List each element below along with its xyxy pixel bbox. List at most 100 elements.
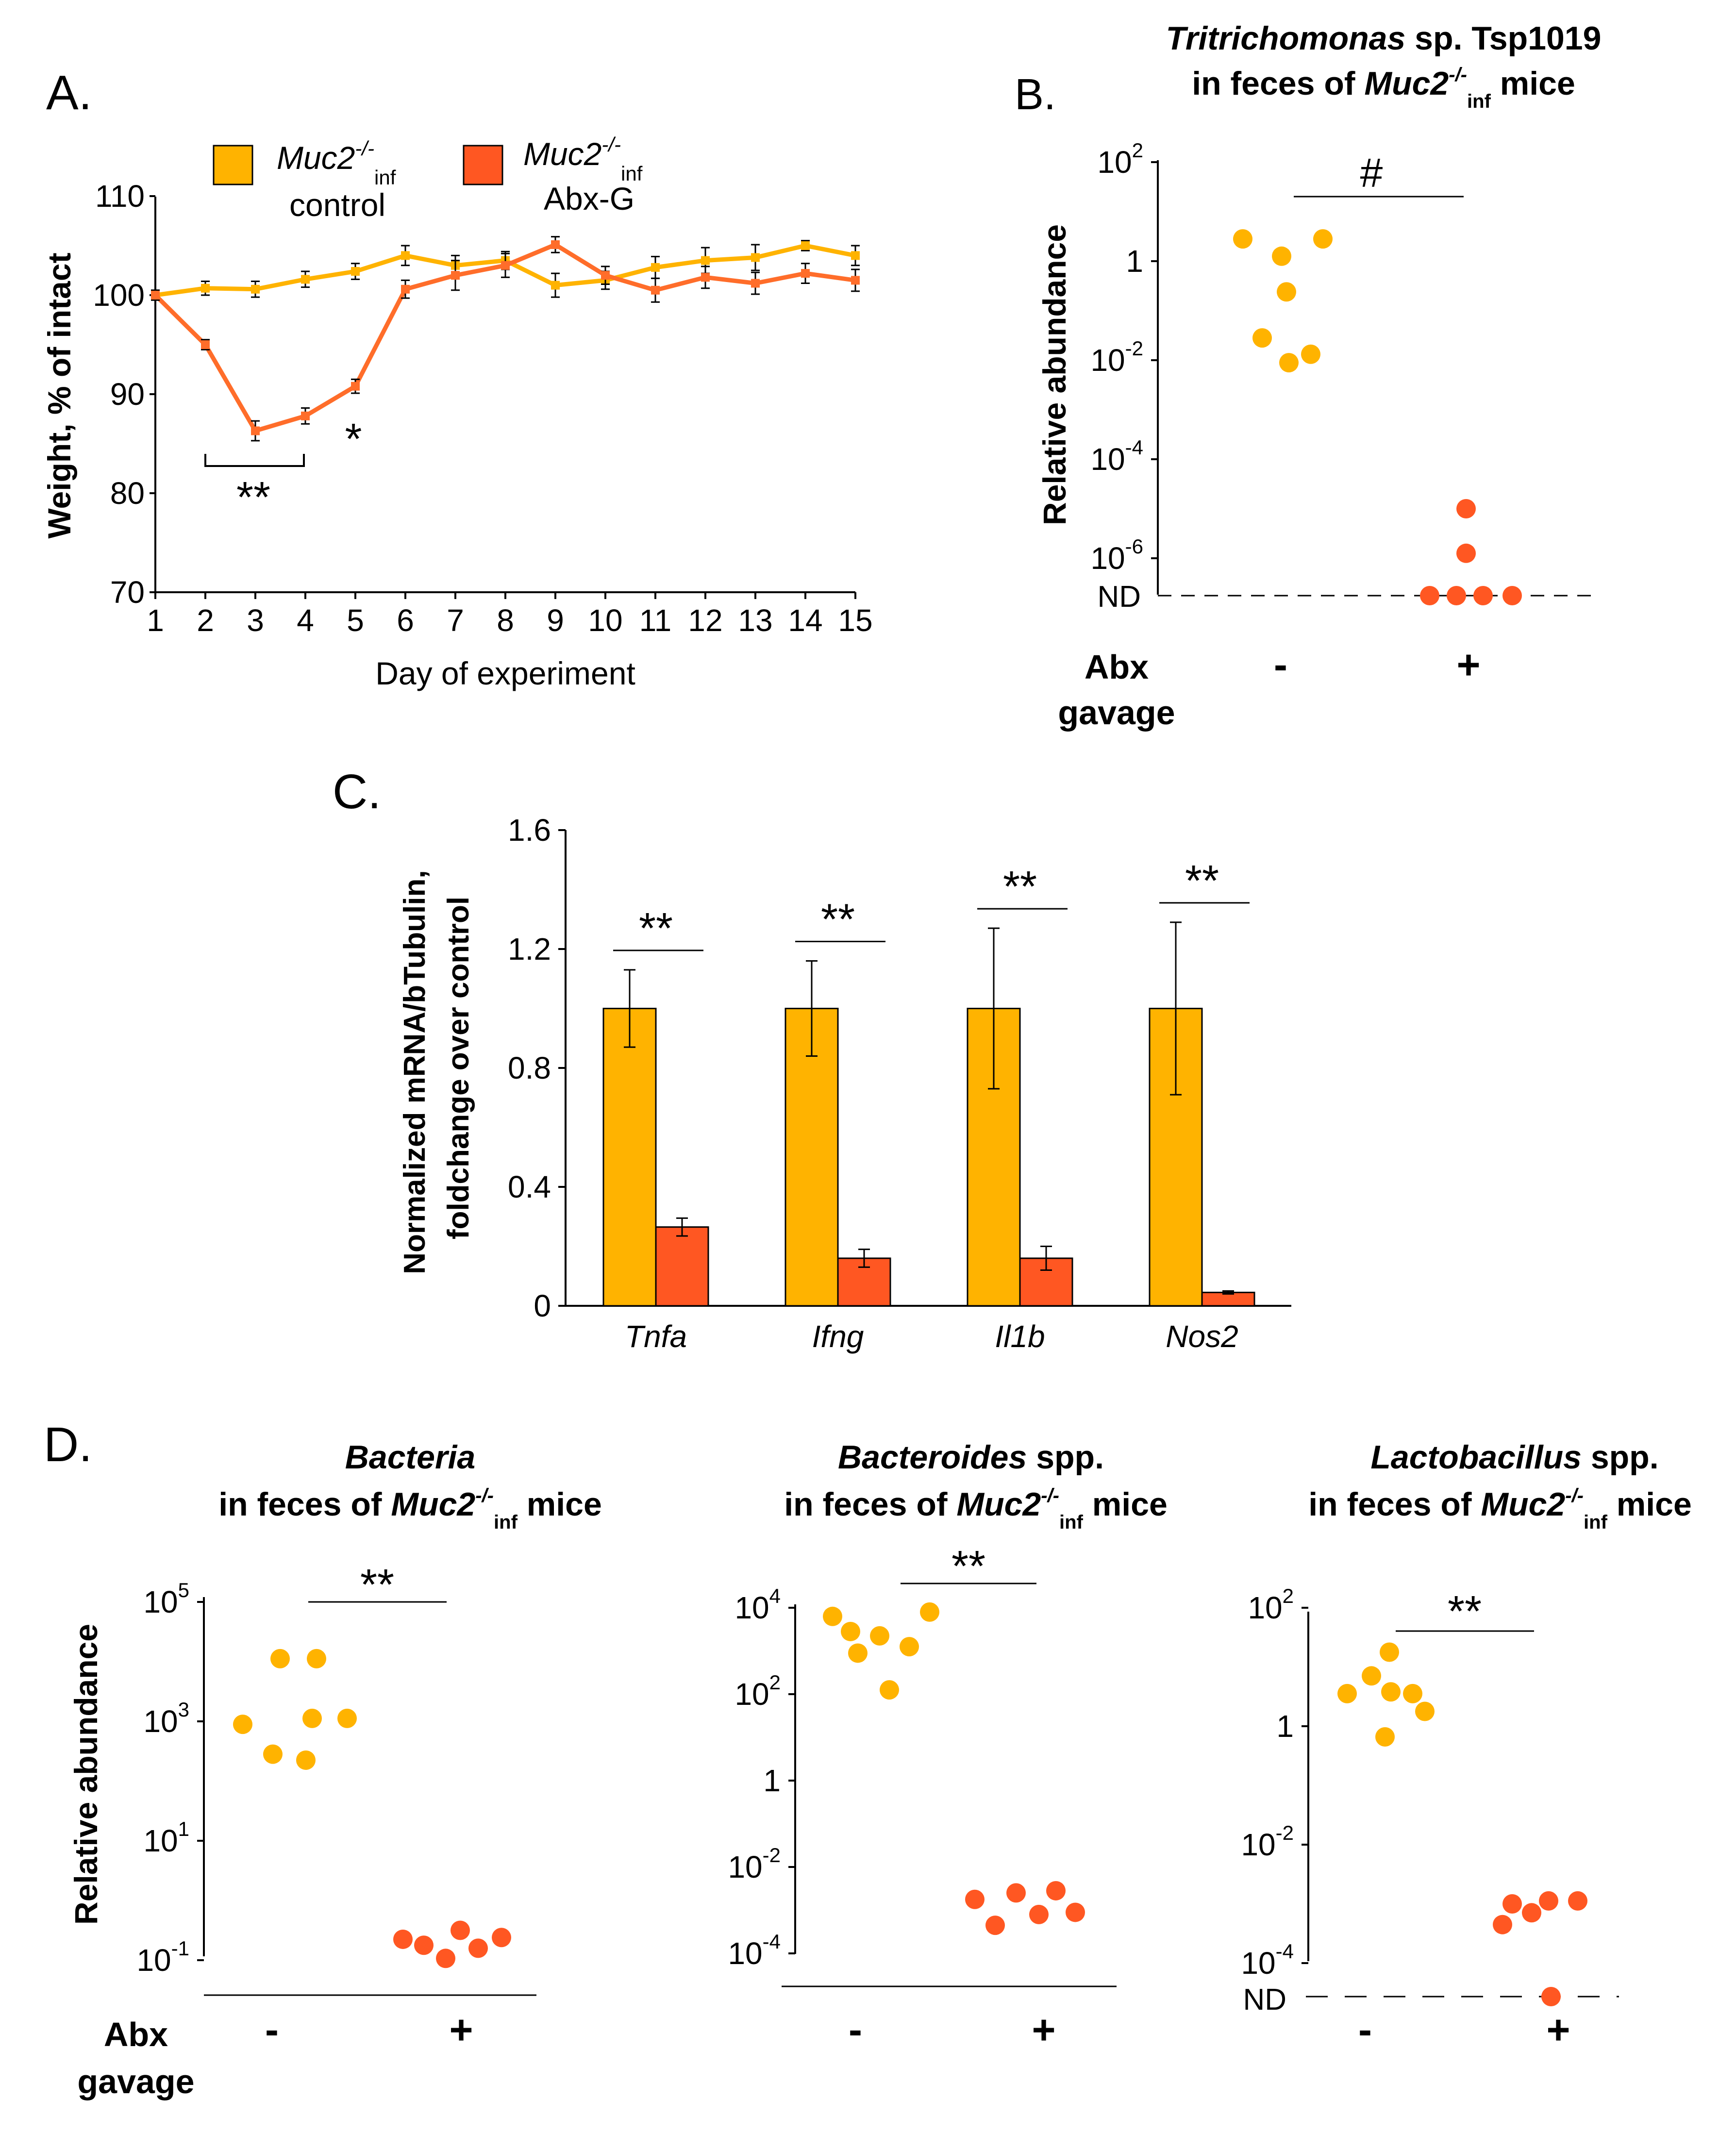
panel-d2-point-abx — [965, 1889, 985, 1909]
panel-c-bar-abx — [1201, 1291, 1255, 1307]
panel-b-ytick-exp: -4 — [1125, 436, 1143, 459]
panel-a-annot-star: * — [345, 415, 362, 464]
panel-b-ytick-exp: -6 — [1125, 535, 1143, 558]
panel-d1-ytick-base: 10 — [136, 1943, 171, 1978]
panel-a-point-control — [551, 281, 560, 290]
legend-control-title: Muc2-/-inf — [277, 137, 396, 189]
panel-a-xtick-label: 15 — [838, 603, 872, 638]
panel-d1-point-control — [270, 1649, 290, 1668]
panel-d3-group-plus: + — [1546, 2007, 1570, 2052]
panel-a-point-abx — [651, 285, 660, 295]
panel-a-xtick-label: 14 — [788, 603, 822, 638]
panel-c-category-label: Ifng — [812, 1319, 864, 1354]
panel-d2-ytick-base: 10 — [728, 1936, 762, 1971]
panel-a-point-control — [351, 267, 360, 276]
panel-c-y-label: Normalized mRNA/bTubulin, foldchange ove… — [398, 862, 475, 1274]
panel-a-point-control — [651, 263, 660, 272]
panel-d3-ytick-exp: -2 — [1276, 1821, 1294, 1844]
panel-d2-point-control — [880, 1680, 899, 1700]
panel-b-point-abx — [1502, 586, 1522, 605]
panel-c-sig-text: ** — [821, 896, 855, 944]
panel-d3-ytick-label: 102 — [1248, 1584, 1294, 1625]
panel-a-ytick-label: 100 — [93, 278, 145, 313]
panel-b-point-abx — [1447, 586, 1466, 605]
panel-d3-ytick-base: 10 — [1248, 1590, 1282, 1625]
panel-c-ytick-label: 0.4 — [508, 1169, 551, 1204]
panel-d2-ytick-label: 10-4 — [728, 1930, 781, 1971]
panel-b-point-control — [1233, 229, 1252, 249]
panel-d1-point-control — [302, 1708, 322, 1728]
panel-b-ytick-label: 1 — [1126, 244, 1143, 279]
panel-d3-point-abx — [1522, 1903, 1541, 1923]
panel-c-ytick-label: 0.8 — [508, 1050, 551, 1085]
panel-c-category-label: Tnfa — [625, 1319, 687, 1354]
panel-d1-point-abx — [468, 1938, 488, 1958]
panel-d2-point-control — [900, 1637, 919, 1657]
panel-d3-point-control — [1380, 1642, 1399, 1662]
panel-b-point-control — [1277, 282, 1296, 302]
panel-a-point-control — [701, 256, 710, 265]
panel-d2-ytick-base: 10 — [734, 1590, 769, 1625]
panel-b-title-line1: Tritrichomonas sp. Tsp1019 — [1166, 20, 1602, 57]
panel-b-point-control — [1279, 353, 1299, 373]
panel-d3-point-abx — [1493, 1915, 1512, 1934]
panel-d3-ytick-label: 1 — [1276, 1709, 1294, 1744]
panel-b-point-control — [1301, 344, 1320, 364]
panel-b-point-abx — [1473, 586, 1493, 605]
panel-a-point-abx — [401, 284, 410, 294]
panel-a-point-abx — [301, 411, 310, 420]
panel-d1-ytick-label: 10-1 — [136, 1937, 189, 1978]
panel-d2-sig-text: ** — [951, 1542, 985, 1591]
panel-b-nd-label: ND — [1097, 580, 1141, 614]
panel-a-point-abx — [701, 273, 710, 282]
panel-d1-abx-line2: gavage — [77, 2063, 194, 2100]
panel-b-title-line2: in feces of Muc2-/-inf mice — [1192, 64, 1575, 112]
panel-c-sig-text: ** — [639, 904, 673, 953]
panel-b-point-abx — [1456, 543, 1476, 563]
panel-a-xtick-label: 7 — [447, 603, 464, 638]
legend-swatch-control — [213, 145, 253, 185]
panel-b-ytick-label: 10-6 — [1090, 535, 1143, 576]
panel-a-point-abx — [201, 340, 210, 349]
panel-d1-point-abx — [436, 1949, 455, 1968]
panel-d3-title-line2: in feces of Muc2-/-inf mice — [1308, 1485, 1692, 1533]
panel-d3-group-minus: - — [1358, 2007, 1372, 2052]
panel-a-point-abx — [551, 240, 560, 249]
panel-a-point-control — [401, 251, 410, 260]
panel-c-category-label: Nos2 — [1166, 1319, 1238, 1354]
panel-a-point-abx — [751, 279, 760, 288]
panel-b-ytick-label: 10-4 — [1090, 436, 1143, 477]
panel-d2-ytick-label: 104 — [734, 1584, 781, 1625]
legend-control-label: control — [289, 187, 385, 223]
panel-a-xtick-label: 6 — [397, 603, 414, 638]
panel-d2-point-abx — [1029, 1904, 1049, 1924]
panel-d1-ytick-exp: 1 — [178, 1817, 189, 1840]
panel-d1-point-control — [337, 1708, 357, 1728]
panel-a-xtick-label: 3 — [247, 603, 264, 638]
panel-d1-ytick-exp: 3 — [178, 1698, 189, 1721]
panel-d2-point-control — [920, 1602, 939, 1622]
panel-a-xtick-label: 1 — [147, 603, 164, 638]
panel-d1-title-line1: Bacteria — [345, 1439, 475, 1476]
panel-a-point-abx — [501, 261, 510, 270]
legend-abx-title: Muc2-/-inf — [523, 133, 643, 185]
panel-d2-point-control — [841, 1621, 860, 1641]
panel-d1-ytick-exp: -1 — [171, 1937, 189, 1960]
panel-a-point-abx — [451, 271, 460, 280]
panel-a-xtick-label: 10 — [588, 603, 622, 638]
panel-b-ytick-label: 10-2 — [1090, 337, 1143, 378]
panel-d2-ytick-base: 1 — [763, 1763, 781, 1798]
legend-abx-label: Abx-G — [544, 181, 634, 217]
panel-d2-ytick-exp: -4 — [763, 1930, 781, 1953]
panel-a-ytick-label: 70 — [110, 575, 145, 610]
panel-b-ytick-exp: 2 — [1132, 139, 1143, 162]
panel-a-point-abx — [801, 269, 810, 278]
panel-c-ytick-label: 1.2 — [508, 932, 551, 967]
panel-d2-ytick-label: 10-2 — [728, 1844, 781, 1884]
panel-d3-point-control — [1337, 1683, 1357, 1703]
panel-a-ytick-label: 110 — [95, 179, 145, 214]
panel-a-point-control — [301, 275, 310, 284]
panel-d3-ytick-exp: -4 — [1276, 1940, 1294, 1963]
